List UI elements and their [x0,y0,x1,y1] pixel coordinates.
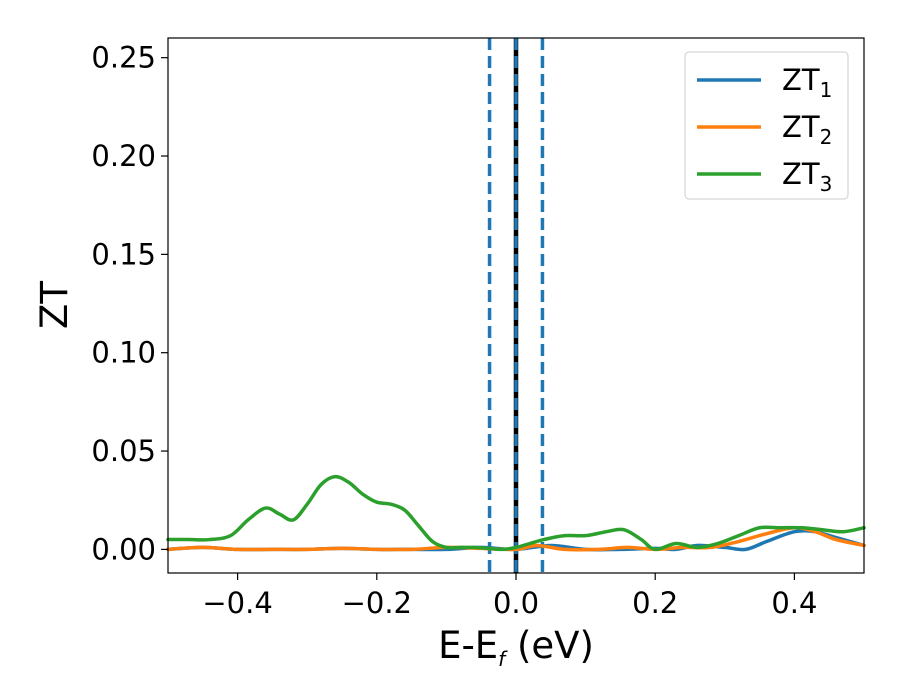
y-tick-label: 0.20 [91,139,156,173]
legend: ZT1 ZT2 ZT3 [684,51,849,200]
legend-label-zt2: ZT2 [782,110,832,149]
y-tick-label: 0.05 [91,434,156,468]
y-tick-label: 0.00 [91,532,156,566]
y-axis-label: ZT [33,281,76,329]
x-tick-label: 0.2 [632,586,678,620]
reference-lines [487,38,545,573]
x-axis-label: E-Ef (eV) [438,624,594,671]
legend-label-zt3: ZT3 [782,157,832,196]
y-tick-label: 0.25 [91,41,156,75]
legend-box [684,51,849,200]
series-line-zt3 [166,474,866,552]
x-tick-label: −0.4 [202,586,272,620]
x-tick-label: 0.0 [493,586,539,620]
series-lines [166,474,866,552]
x-tick-label: −0.2 [342,586,412,620]
y-axis-ticks: 0.00 0.05 0.10 0.15 0.20 0.25 [91,41,168,566]
y-tick-label: 0.15 [91,237,156,271]
x-axis-ticks: −0.4 −0.2 0.0 0.2 0.4 [202,573,817,620]
legend-label-zt1: ZT1 [782,63,832,102]
y-tick-label: 0.10 [91,336,156,370]
x-tick-label: 0.4 [771,586,817,620]
series-line-zt2 [166,526,866,552]
